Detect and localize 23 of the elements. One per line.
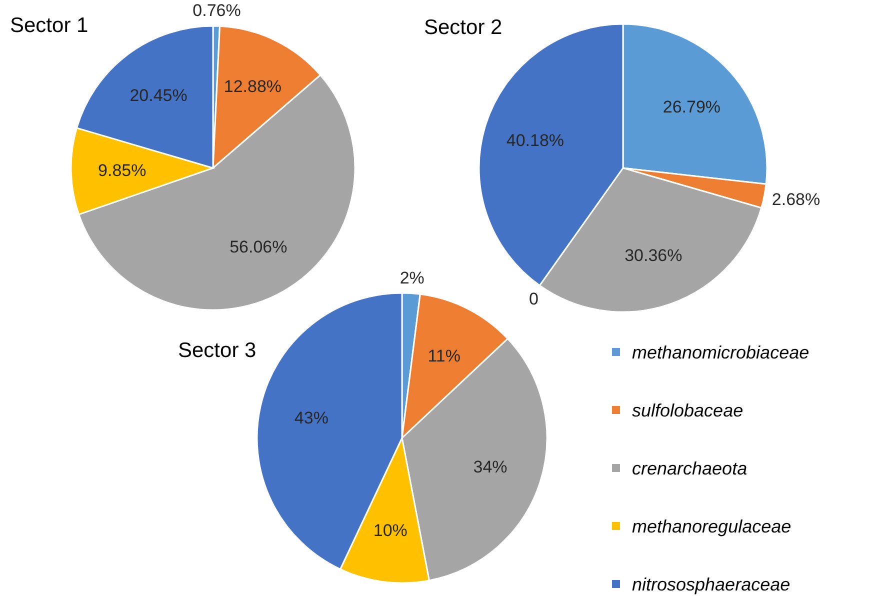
data-label: 40.18% [506, 130, 564, 150]
legend-label: sulfolobaceae [632, 400, 744, 420]
chart-title: Sector 2 [424, 16, 502, 39]
text: 0 [528, 289, 538, 308]
data-label: 43% [294, 408, 328, 428]
data-label: 30.36% [624, 246, 682, 265]
data-label: 2.68% [772, 190, 820, 210]
data-label: 12.88% [224, 77, 282, 96]
data-label: 34% [473, 458, 508, 477]
data-label: 11% [428, 346, 461, 366]
text: Sector 3 [178, 339, 256, 362]
data-label: 0.76% [192, 0, 241, 20]
text: Sector 1 [10, 14, 88, 37]
data-label: 10% [373, 521, 408, 540]
legend-label: methanoregulaceae [632, 516, 792, 536]
legend-label: crenarchaeota [632, 458, 748, 478]
data-label: 56.06% [230, 238, 288, 257]
data-label: 9.85% [98, 161, 146, 180]
data-label: 26.79% [662, 98, 721, 117]
data-label: 2% [400, 268, 424, 288]
legend-label: methanomicrobiaceae [632, 342, 810, 362]
legend-label: nitrososphaeraceae [632, 574, 790, 594]
data-label: 20.45% [130, 86, 188, 106]
